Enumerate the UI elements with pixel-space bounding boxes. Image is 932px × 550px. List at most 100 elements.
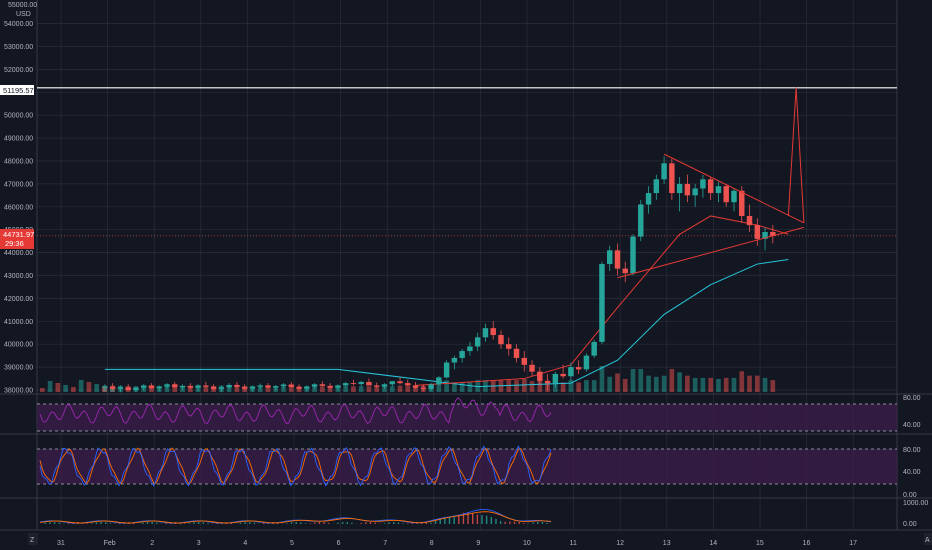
- macd-bar: [476, 514, 479, 524]
- candle-body: [156, 386, 162, 389]
- price-label: 43000.00: [4, 273, 33, 280]
- volume-bar: [467, 382, 473, 392]
- volume-bar: [149, 386, 154, 392]
- macd-bar: [341, 522, 344, 524]
- candle-body: [234, 384, 240, 387]
- candle-body: [521, 357, 528, 365]
- candle-body: [498, 335, 504, 345]
- triangle-pattern-drawing[interactable]: [617, 87, 805, 279]
- macd-bar: [369, 522, 372, 524]
- candle-body: [731, 190, 737, 203]
- projection-return-line: [795, 87, 805, 223]
- candle-body: [226, 384, 232, 388]
- time-label: 9: [476, 540, 480, 547]
- macd-signal-line: [39, 511, 552, 524]
- volume-bar: [257, 386, 263, 392]
- macd-bar: [67, 523, 70, 524]
- current-price-tag: [0, 229, 34, 249]
- candle-body: [342, 383, 349, 386]
- candle-body: [467, 346, 473, 352]
- price-label: 52000.00: [4, 67, 33, 74]
- macd-bar: [323, 522, 325, 524]
- candle-body: [591, 341, 597, 356]
- macd-bar: [86, 523, 88, 524]
- macd-bar: [481, 515, 483, 524]
- candle-body: [645, 193, 652, 205]
- candle-body: [568, 367, 574, 377]
- candle-body: [544, 380, 551, 384]
- candle-body: [288, 384, 295, 388]
- candle-body: [405, 383, 411, 386]
- time-axis[interactable]: 31 Feb 2 3 4 5 6 7 8 9 10 11 12 13 14 15 16 17: [57, 540, 857, 547]
- volume-bar: [475, 380, 481, 392]
- macd-bar: [430, 522, 432, 524]
- macd-bar: [472, 512, 474, 524]
- candle-body: [560, 373, 566, 377]
- macd-bar: [132, 522, 135, 524]
- candle-body: [638, 204, 644, 237]
- volume-bar: [187, 386, 193, 392]
- candle-body: [506, 344, 512, 349]
- time-label: 8: [430, 540, 434, 547]
- macd-bar: [541, 522, 544, 524]
- volume-bar: [78, 380, 84, 392]
- auto-scale-button-label: A: [925, 537, 930, 544]
- volume-bar: [358, 386, 364, 392]
- macd-bar: [91, 523, 93, 524]
- volume-bar: [762, 377, 768, 392]
- candle-body: [669, 163, 675, 194]
- candle-body: [327, 385, 333, 388]
- macd-bar: [485, 515, 488, 524]
- candle-body: [676, 183, 683, 194]
- volume-bar: [692, 377, 698, 392]
- candle-body: [552, 373, 559, 384]
- volume-bar: [265, 386, 271, 392]
- log-scale-button[interactable]: [28, 533, 38, 545]
- macd-label-1000: 1000.00: [903, 500, 928, 507]
- stochastic-panel[interactable]: 80.00 40.00 0.00: [37, 445, 921, 499]
- macd-bar: [105, 522, 107, 524]
- macd-bar: [239, 522, 242, 524]
- volume-bar: [389, 386, 395, 392]
- time-label: 3: [197, 540, 201, 547]
- macd-bar: [202, 522, 204, 524]
- candle-body: [428, 384, 434, 389]
- price-label: 50000.00: [4, 113, 33, 120]
- volume-bar: [521, 379, 527, 392]
- current-price-value: 44731.97: [3, 230, 34, 239]
- macd-bar: [276, 522, 279, 524]
- price-label: 38000.00: [4, 388, 33, 395]
- macd-bar: [328, 523, 330, 524]
- macd-bar: [448, 517, 451, 524]
- candle-body: [319, 384, 326, 386]
- macd-bar: [95, 522, 98, 524]
- triangle-upper-line: [663, 153, 805, 224]
- candle-body: [311, 384, 318, 387]
- time-label: 11: [570, 540, 577, 547]
- macd-bar: [337, 522, 339, 524]
- auto-scale-button[interactable]: [924, 533, 932, 545]
- candlestick-series[interactable]: [102, 156, 776, 393]
- candle-body: [684, 183, 691, 196]
- macd-bar: [351, 522, 353, 524]
- candle-body: [700, 179, 706, 189]
- candle-body: [304, 386, 310, 389]
- price-label: 53000.00: [4, 44, 33, 51]
- volume-bar: [560, 382, 566, 392]
- candle-body: [762, 231, 768, 239]
- macd-bar: [49, 522, 51, 524]
- rsi-panel[interactable]: 80.00 40.00: [37, 395, 921, 432]
- time-label: 10: [523, 540, 531, 547]
- candle-body: [109, 386, 116, 389]
- volume-bar: [653, 376, 659, 392]
- macd-panel[interactable]: 1000.00 0.00: [39, 500, 928, 528]
- volume-bar: [281, 386, 286, 392]
- candle-body: [661, 163, 667, 180]
- candle-body: [746, 215, 753, 226]
- volume-bar: [172, 386, 178, 392]
- macd-bar: [318, 522, 321, 524]
- volume-bar: [164, 386, 170, 392]
- candle-body: [350, 383, 357, 385]
- macd-bar: [523, 523, 525, 524]
